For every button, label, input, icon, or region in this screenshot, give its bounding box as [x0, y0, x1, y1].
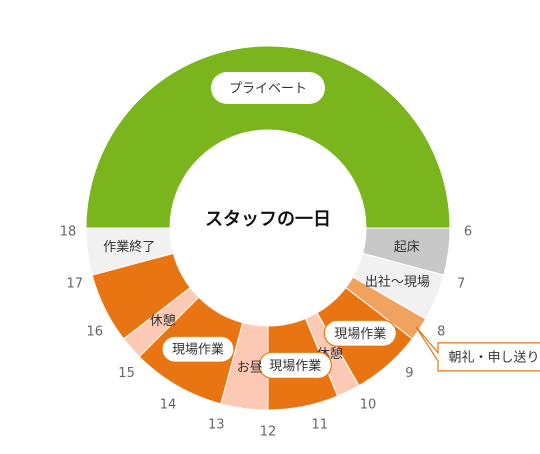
callout-box [415, 326, 540, 372]
hour-label: 6 [464, 225, 472, 240]
segment-label: 作業終了 [103, 239, 155, 255]
segment-label: 起床 [394, 240, 420, 255]
segment-label: プライベート [229, 82, 307, 97]
labels: プライベート起床出社〜現場朝礼・申し送り現場作業休憩現場作業お昼現場作業休憩作業… [60, 72, 540, 440]
label-box [161, 335, 235, 363]
hour-label: 11 [311, 418, 328, 433]
hour-label: 14 [160, 398, 177, 413]
hour-label: 17 [67, 276, 84, 291]
hour-label: 18 [60, 225, 77, 240]
segment-label: 現場作業 [172, 342, 224, 358]
label-box [258, 351, 332, 379]
segment-label: 現場作業 [334, 326, 386, 342]
hour-label: 8 [437, 325, 445, 340]
chart-title: スタッフの一日 [205, 209, 331, 230]
hour-label: 9 [405, 366, 413, 381]
segment-label: 休憩 [150, 313, 176, 329]
segment [85, 227, 174, 276]
segment-label: 出社〜現場 [365, 274, 430, 290]
hour-label: 13 [208, 418, 225, 433]
hour-label: 7 [457, 276, 465, 291]
hour-label: 16 [87, 325, 104, 340]
hour-label: 15 [118, 366, 135, 381]
label-box [323, 319, 397, 347]
label-box [210, 72, 326, 104]
segment-label: 現場作業 [269, 358, 321, 374]
hour-label: 12 [260, 425, 277, 440]
segment [85, 45, 451, 229]
ring [85, 45, 451, 411]
segment-label: お昼 [237, 360, 263, 375]
hour-label: 10 [360, 398, 377, 413]
segment-label: 朝礼・申し送り [448, 349, 539, 365]
